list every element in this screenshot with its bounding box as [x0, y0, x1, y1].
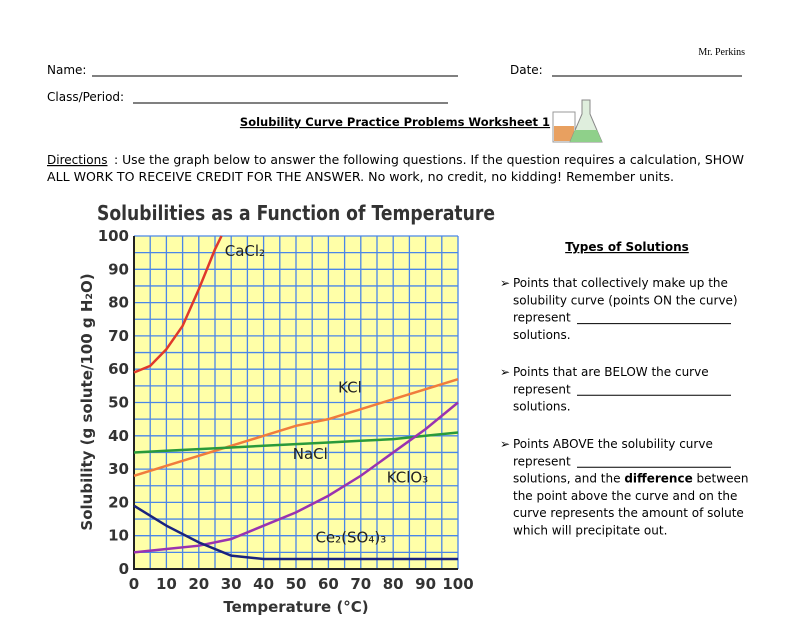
bullet-text-part: solutions, and the — [513, 472, 624, 486]
y-axis-title: Solubility (g solute/100 g H₂O) — [78, 273, 96, 530]
bullet-marker: ➢ — [500, 437, 510, 451]
x-axis-title: Temperature (°C) — [223, 598, 368, 616]
bullet-text: Points ABOVE the solubility curve — [513, 437, 713, 451]
bullet-text: Points that collectively make up the — [513, 276, 728, 290]
bullet-text: the point above the curve and on the — [513, 489, 737, 503]
series-line — [133, 377, 459, 477]
y-tick-label: 60 — [108, 360, 129, 378]
bullet-text: which will precipitate out. — [513, 524, 667, 538]
types-title: Types of Solutions — [565, 240, 689, 254]
date-label: Date: — [510, 63, 543, 77]
y-tick-label: 80 — [108, 294, 129, 312]
bullet-text: represent — [513, 382, 571, 396]
bullet-marker: ➢ — [500, 365, 510, 379]
directions-text: ALL WORK TO RECEIVE CREDIT FOR THE ANSWE… — [47, 170, 674, 184]
author: Mr. Perkins — [698, 47, 745, 58]
y-tick-label: 0 — [119, 560, 129, 578]
y-tick-label: 10 — [108, 527, 129, 545]
axes — [133, 236, 458, 570]
directions-label: Directions — [47, 153, 107, 167]
series-label: Ce₂(SO₄)₃ — [315, 528, 386, 546]
flask-icon — [552, 99, 603, 143]
x-tick-label: 40 — [253, 575, 274, 593]
x-tick-label: 30 — [221, 575, 242, 593]
series-label: NaCl — [293, 445, 328, 463]
x-tick-label: 100 — [442, 575, 473, 593]
bullet-text-part: between — [693, 472, 749, 486]
series-label: CaCl₂ — [225, 242, 265, 260]
x-tick-label: 20 — [188, 575, 209, 593]
y-tick-label: 20 — [108, 493, 129, 511]
x-tick-label: 90 — [415, 575, 436, 593]
directions-text: : Use the graph below to answer the foll… — [114, 153, 744, 167]
y-tick-label: 70 — [108, 327, 129, 345]
bullet-text-part: difference — [624, 472, 692, 486]
x-tick-label: 70 — [350, 575, 371, 593]
chart-title: Solubilities as a Function of Temperatur… — [97, 201, 495, 225]
name-label: Name: — [47, 63, 86, 77]
y-tick-label: 30 — [108, 460, 129, 478]
worksheet-title: Solubility Curve Practice Problems Works… — [240, 115, 550, 129]
class-label: Class/Period: — [47, 90, 124, 104]
bullet-text: Points that are BELOW the curve — [513, 365, 709, 379]
x-tick-label: 50 — [286, 575, 307, 593]
bullet-marker: ➢ — [500, 276, 510, 290]
x-tick-label: 10 — [156, 575, 177, 593]
x-tick-label: 0 — [129, 575, 139, 593]
series-line — [133, 431, 459, 454]
series-label: KCl — [338, 379, 362, 397]
x-tick-label: 60 — [318, 575, 339, 593]
x-tick-label: 80 — [383, 575, 404, 593]
bullet-text: solutions. — [513, 328, 571, 342]
bullet-text: represent — [513, 311, 571, 325]
y-tick-label: 100 — [98, 227, 129, 245]
series-line — [133, 504, 458, 561]
bullet-text: solutions, and the difference between — [513, 472, 748, 486]
bullet-text: solutions. — [513, 400, 571, 414]
y-tick-label: 40 — [108, 427, 129, 445]
series-line — [133, 401, 459, 554]
y-tick-label: 90 — [108, 260, 129, 278]
bullet-text: curve represents the amount of solute — [513, 506, 744, 520]
series-label: KClO₃ — [387, 468, 428, 486]
bullet-text: solubility curve (points ON the curve) — [513, 293, 738, 307]
y-tick-label: 50 — [108, 394, 129, 412]
series-line — [133, 235, 223, 374]
bullet-text: represent — [513, 454, 571, 468]
